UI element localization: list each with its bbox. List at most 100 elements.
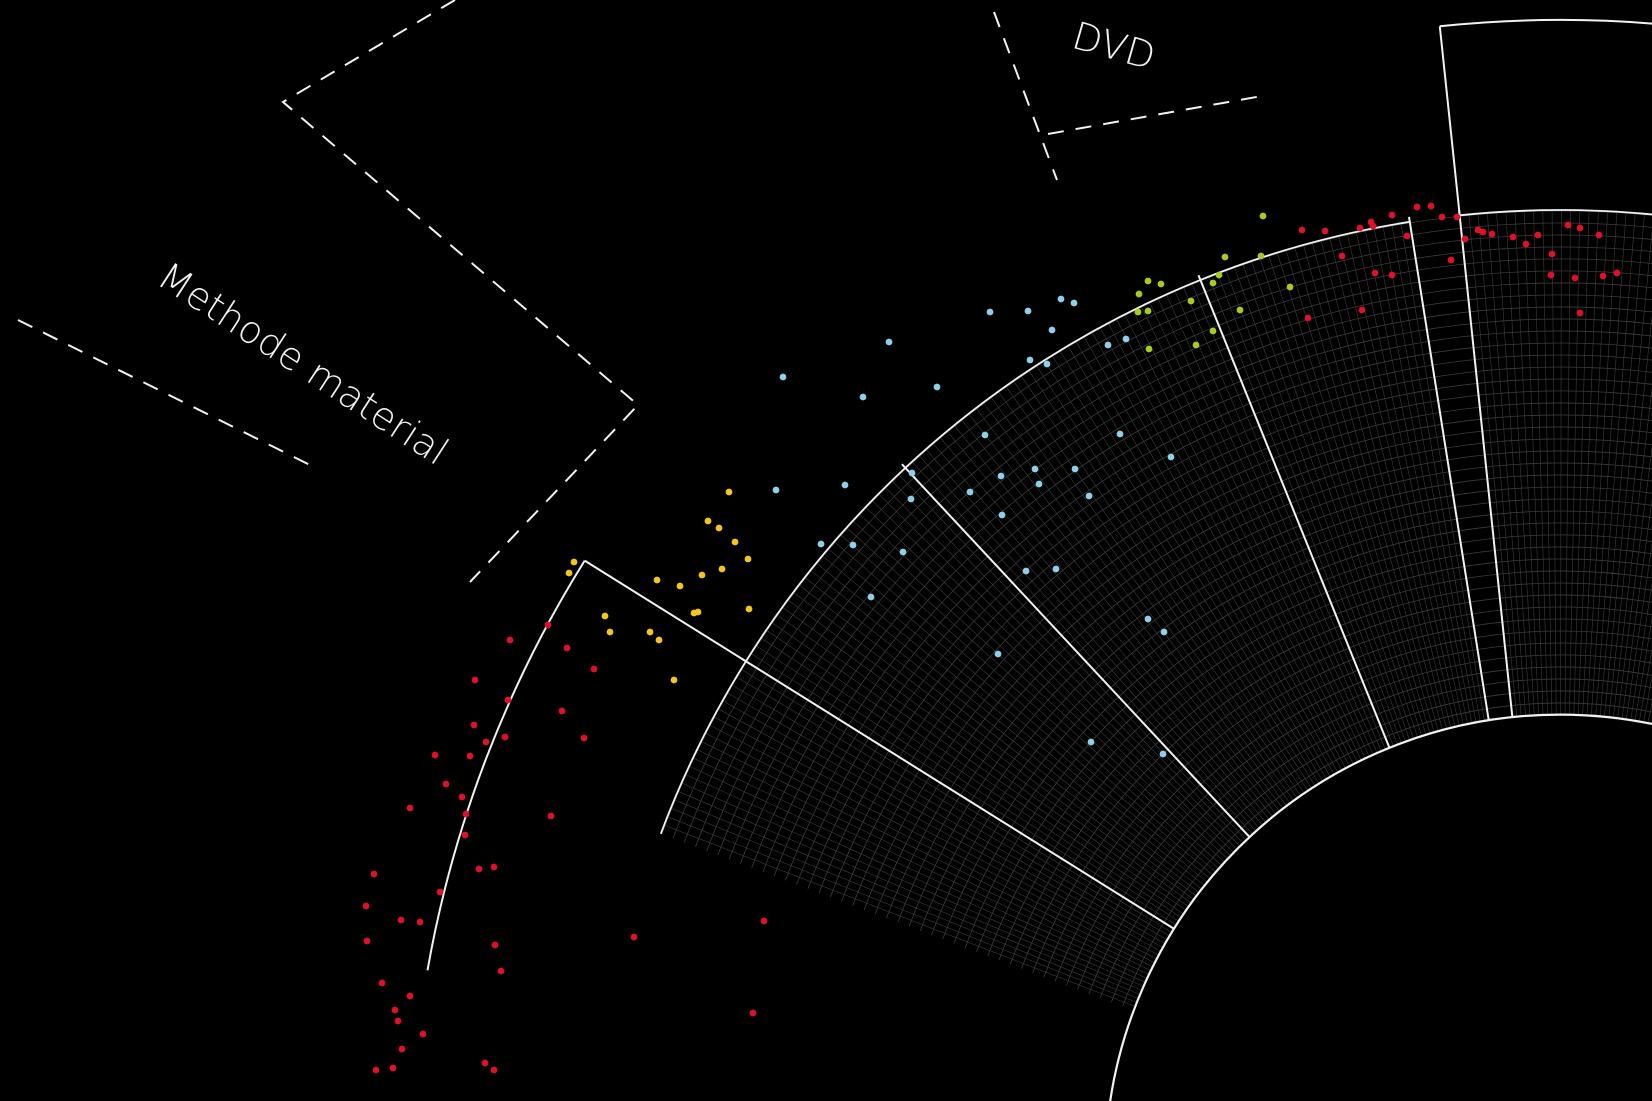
grid-radial — [1166, 294, 1374, 756]
data-point — [646, 628, 654, 636]
data-point — [1022, 567, 1030, 575]
outer-band-left — [426, 560, 586, 971]
data-point — [1388, 271, 1396, 279]
data-point — [1298, 226, 1306, 234]
grid-radial — [1036, 365, 1313, 789]
grid-radial — [674, 799, 1141, 995]
data-point — [1595, 231, 1603, 239]
grid-radial — [717, 708, 1162, 952]
grid-arc — [1043, 618, 1652, 978]
grid-radial — [736, 676, 1170, 937]
data-point — [416, 918, 424, 926]
data-point — [558, 707, 566, 715]
data-point — [466, 752, 474, 760]
sector-label-methode: Methode material — [150, 254, 456, 474]
grid-radial — [846, 527, 1223, 866]
grid-arc — [908, 474, 1652, 927]
grid-radial — [1320, 240, 1447, 730]
data-point — [482, 738, 490, 746]
data-point — [436, 888, 444, 896]
grid-radial — [1599, 213, 1645, 717]
grid-radial — [1560, 209, 1562, 716]
grid-radial — [1183, 286, 1382, 752]
grid-radial — [990, 396, 1291, 804]
inner-circle — [1109, 713, 1652, 1101]
data-point — [994, 650, 1002, 658]
grid-radial — [1251, 260, 1414, 740]
data-point — [986, 308, 994, 316]
data-point — [745, 605, 753, 613]
data-point — [1259, 212, 1267, 220]
data-point — [1144, 615, 1152, 623]
data-point — [497, 967, 505, 975]
data-point — [885, 338, 893, 346]
data-point — [1304, 314, 1312, 322]
sector-separator — [901, 463, 1251, 838]
data-point — [1144, 307, 1152, 315]
data-point — [1257, 252, 1265, 260]
grid-radial — [1311, 242, 1443, 731]
grid-radial — [1551, 209, 1557, 716]
grid-radial — [670, 807, 1139, 999]
grid-radial — [1391, 224, 1481, 723]
data-point — [859, 393, 867, 401]
grid-radial — [1149, 302, 1366, 759]
grid-radial — [840, 534, 1220, 870]
grid-radial — [946, 431, 1270, 820]
data-point — [490, 1066, 498, 1074]
grid-radial — [1514, 211, 1539, 716]
data-point — [406, 804, 414, 812]
data-point — [1356, 224, 1364, 232]
data-point — [772, 486, 780, 494]
grid-radial — [750, 653, 1177, 926]
grid-radial — [1608, 314, 1652, 718]
grid-radial — [760, 637, 1182, 919]
grid-radial — [1621, 497, 1652, 720]
grid-arc — [1110, 690, 1652, 1003]
grid-radial — [1364, 229, 1468, 725]
grid-radial — [1356, 231, 1464, 726]
data-point — [1031, 465, 1039, 473]
grid-radial — [1329, 237, 1452, 729]
grid-radial — [1174, 290, 1378, 754]
data-point — [1488, 230, 1496, 238]
grid-radial — [961, 419, 1277, 815]
data-point — [471, 676, 479, 684]
data-point — [370, 870, 378, 878]
grid-radial — [1028, 370, 1309, 792]
data-point — [1413, 203, 1421, 211]
data-point — [590, 665, 598, 673]
grid-radial — [1268, 255, 1423, 737]
data-point — [389, 1064, 397, 1072]
grid-arc — [706, 258, 1652, 852]
grid-radial — [1259, 258, 1419, 738]
grid-radial — [865, 506, 1232, 857]
grid-radial — [677, 790, 1143, 991]
data-point — [1461, 235, 1469, 243]
data-point — [1564, 221, 1572, 229]
grid-radial — [1582, 211, 1608, 716]
data-point — [504, 696, 512, 704]
data-point — [718, 565, 726, 573]
data-point — [491, 941, 499, 949]
grid-radial — [681, 782, 1144, 987]
grid-radial — [953, 425, 1274, 818]
data-point — [1576, 224, 1584, 232]
data-point — [1026, 356, 1034, 364]
data-point — [779, 373, 787, 381]
data-point — [1576, 309, 1584, 317]
data-point — [1157, 280, 1165, 288]
grid-arc — [751, 306, 1652, 868]
data-point — [1209, 279, 1217, 287]
outer-band-right-edge — [1438, 26, 1461, 216]
data-point — [1509, 233, 1517, 241]
grid-radial — [1140, 306, 1362, 761]
grid-radial — [1285, 249, 1431, 734]
data-point — [908, 469, 916, 477]
data-point — [570, 558, 578, 566]
sector-separator — [1197, 274, 1391, 749]
grid-radial — [804, 577, 1203, 890]
data-point — [1087, 738, 1095, 746]
grid-radial — [1242, 263, 1410, 741]
